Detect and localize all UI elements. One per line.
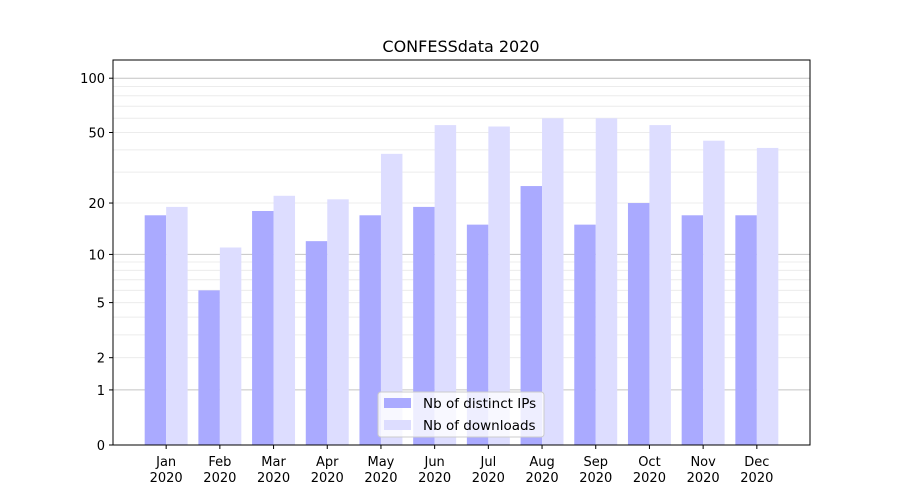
y-tick-label: 10 bbox=[88, 248, 105, 263]
legend-swatch-downloads bbox=[384, 420, 411, 430]
bar-downloads bbox=[166, 206, 188, 445]
legend: Nb of distinct IPs Nb of downloads bbox=[377, 391, 545, 438]
y-tick-label: 1 bbox=[97, 384, 105, 399]
x-tick-label: Dec 2020 bbox=[740, 455, 773, 486]
bar-ips bbox=[144, 215, 167, 445]
bar-downloads bbox=[595, 118, 618, 445]
bar-ips bbox=[413, 206, 435, 445]
y-tick-label: 2 bbox=[97, 352, 105, 367]
y-tick-label: 5 bbox=[97, 297, 105, 312]
x-tick-label: Aug 2020 bbox=[526, 455, 559, 486]
bar-ips bbox=[359, 215, 381, 445]
y-tick-label: 50 bbox=[88, 127, 105, 142]
legend-label-downloads: Nb of downloads bbox=[423, 418, 536, 434]
x-tick-label: Nov 2020 bbox=[687, 455, 720, 486]
bar-ips bbox=[520, 186, 543, 445]
bar-downloads bbox=[327, 199, 349, 445]
bar-downloads bbox=[649, 125, 671, 445]
x-axis: Jan 2020 Feb 2020 Mar 2020 Apr 2020 May 2020 Jun 20… bbox=[150, 445, 773, 486]
bar-downloads bbox=[434, 125, 457, 445]
bar-downloads bbox=[273, 195, 296, 445]
bar-downloads bbox=[703, 140, 725, 445]
bar-ips bbox=[305, 241, 328, 445]
y-tick-label: 100 bbox=[80, 72, 105, 87]
chart-title: CONFESSdata 2020 bbox=[382, 37, 539, 56]
bar-downloads bbox=[219, 247, 242, 445]
bar-ips bbox=[681, 215, 704, 445]
legend-swatch-ips bbox=[384, 398, 411, 408]
legend-frame bbox=[377, 391, 545, 438]
x-tick-label: Sep 2020 bbox=[579, 455, 612, 486]
bar-downloads bbox=[380, 153, 403, 445]
bar-ips bbox=[574, 224, 596, 445]
bar-ips bbox=[252, 210, 274, 445]
y-axis: 0 1 2 5 10 20 50 100 bbox=[80, 72, 113, 454]
x-tick-label: May 2020 bbox=[364, 455, 397, 486]
x-tick-label: Jun 2020 bbox=[418, 455, 451, 486]
bar-ips bbox=[198, 290, 220, 445]
bar-downloads bbox=[756, 147, 779, 445]
y-tick-label: 0 bbox=[97, 439, 105, 454]
bars bbox=[144, 118, 779, 446]
legend-label-ips: Nb of distinct IPs bbox=[423, 396, 536, 412]
x-tick-label: Oct 2020 bbox=[633, 455, 666, 486]
x-tick-label: Apr 2020 bbox=[311, 455, 344, 486]
y-tick-label: 20 bbox=[88, 197, 105, 212]
x-tick-label: Jul 2020 bbox=[472, 455, 505, 486]
x-tick-label: Feb 2020 bbox=[203, 455, 236, 486]
axes-frame bbox=[112, 59, 811, 446]
x-tick-label: Mar 2020 bbox=[257, 455, 290, 486]
x-tick-label: Jan 2020 bbox=[150, 455, 183, 486]
bar-ips bbox=[466, 224, 489, 445]
bar-ips bbox=[735, 215, 757, 445]
bar-downloads bbox=[542, 118, 564, 445]
bar-downloads bbox=[488, 126, 510, 446]
bar-ips bbox=[627, 203, 650, 445]
